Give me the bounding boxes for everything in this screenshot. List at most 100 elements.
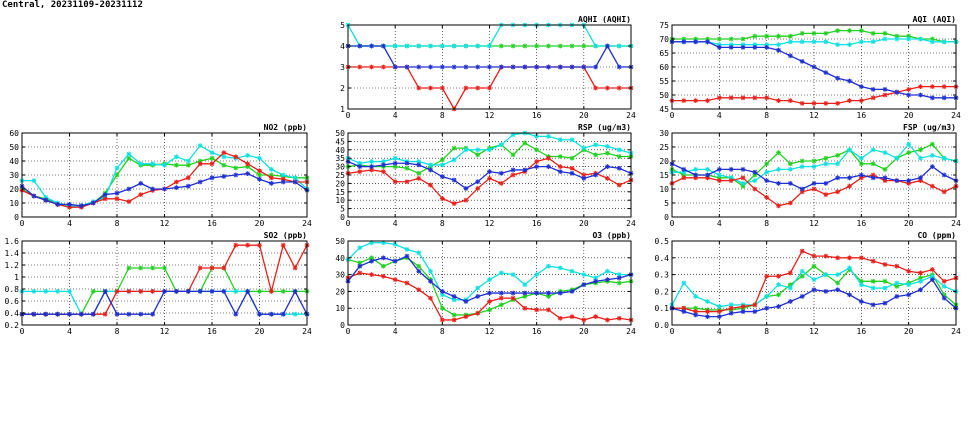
data-point: [882, 36, 888, 42]
data-point: [906, 87, 912, 92]
marker-stroke: [918, 287, 923, 292]
data-point: [581, 43, 587, 49]
data-point: [581, 317, 587, 323]
chart-no2: 0 4 8 12 16 20 24 0 10 20 30 40 50 60 NO2 (ppb): [9, 123, 312, 228]
data-point: [693, 172, 699, 178]
marker-stroke: [31, 193, 37, 199]
x-tick-label: 24: [302, 219, 312, 228]
data-point: [728, 95, 734, 101]
data-point: [380, 255, 386, 261]
data-point: [681, 280, 687, 286]
marker-stroke: [357, 161, 362, 166]
marker-stroke: [534, 307, 539, 313]
y-tick-label: 1.2: [5, 261, 20, 270]
data-point: [138, 181, 144, 186]
data-point: [811, 277, 817, 283]
x-tick-label: 20: [579, 327, 589, 336]
data-point: [752, 302, 758, 308]
data-point: [546, 43, 551, 49]
data-point: [357, 245, 363, 251]
marker-stroke: [788, 282, 793, 287]
marker-stroke: [55, 312, 60, 317]
marker-stroke: [788, 181, 793, 186]
data-point: [451, 177, 457, 183]
marker-stroke: [942, 39, 947, 44]
data-point: [451, 64, 457, 70]
data-point: [858, 299, 864, 304]
data-point: [787, 39, 793, 45]
x-tick-label: 12: [809, 111, 819, 120]
marker-stroke: [871, 161, 876, 166]
data-point: [268, 311, 274, 317]
marker-stroke: [150, 186, 155, 192]
x-tick-label: 24: [626, 327, 636, 336]
data-point: [404, 247, 410, 252]
marker-stroke: [918, 275, 923, 281]
marker-stroke: [487, 277, 492, 282]
data-point: [392, 277, 398, 283]
x-tick-label: 8: [764, 111, 769, 120]
data-point: [245, 289, 251, 294]
marker-stroke: [740, 175, 746, 180]
marker-stroke: [233, 165, 238, 171]
marker-stroke: [440, 292, 445, 297]
marker-stroke: [221, 289, 227, 294]
data-point: [835, 255, 841, 261]
marker-stroke: [906, 282, 911, 287]
data-point: [705, 299, 710, 304]
marker-stroke: [847, 98, 852, 103]
data-point: [835, 175, 841, 181]
data-point: [569, 289, 575, 294]
marker-stroke: [357, 64, 362, 70]
marker-stroke: [43, 198, 48, 203]
marker-stroke: [859, 156, 864, 161]
x-tick-label: 4: [67, 327, 72, 336]
marker-stroke: [534, 290, 539, 296]
data-point: [439, 196, 445, 201]
marker-stroke: [859, 172, 864, 178]
data-point: [233, 289, 239, 294]
data-point: [835, 42, 841, 47]
marker-stroke: [499, 270, 504, 276]
data-point: [605, 144, 610, 149]
data-point: [268, 175, 274, 181]
marker-stroke: [451, 157, 457, 163]
data-point: [357, 270, 363, 276]
marker-stroke: [605, 43, 610, 49]
marker-stroke: [617, 154, 622, 159]
data-point: [858, 39, 864, 45]
data-point: [593, 142, 599, 148]
marker-stroke: [257, 156, 262, 161]
data-point: [233, 154, 239, 160]
data-point: [404, 64, 410, 70]
data-point: [776, 33, 781, 39]
data-point: [929, 95, 935, 101]
marker-stroke: [569, 269, 575, 274]
chart-title: AQI (AQI): [913, 15, 956, 24]
marker-stroke: [835, 28, 840, 33]
marker-stroke: [882, 285, 888, 291]
marker-stroke: [882, 262, 888, 267]
marker-stroke: [487, 307, 492, 313]
x-tick-label: 4: [393, 327, 398, 336]
data-point: [451, 201, 457, 206]
marker-stroke: [357, 260, 362, 265]
marker-stroke: [381, 159, 386, 164]
marker-stroke: [930, 153, 935, 158]
marker-stroke: [800, 101, 805, 106]
data-point: [764, 45, 770, 50]
data-point: [716, 167, 722, 172]
data-point: [752, 169, 758, 175]
marker-stroke: [882, 36, 888, 42]
data-point: [257, 155, 262, 161]
marker-stroke: [510, 272, 516, 277]
marker-stroke: [871, 285, 876, 291]
marker-stroke: [882, 175, 888, 180]
marker-stroke: [569, 166, 575, 171]
data-point: [126, 265, 132, 271]
data-point: [102, 192, 108, 197]
data-point: [918, 36, 923, 42]
data-point: [693, 98, 699, 103]
marker-stroke: [416, 171, 421, 176]
marker-stroke: [197, 289, 203, 294]
